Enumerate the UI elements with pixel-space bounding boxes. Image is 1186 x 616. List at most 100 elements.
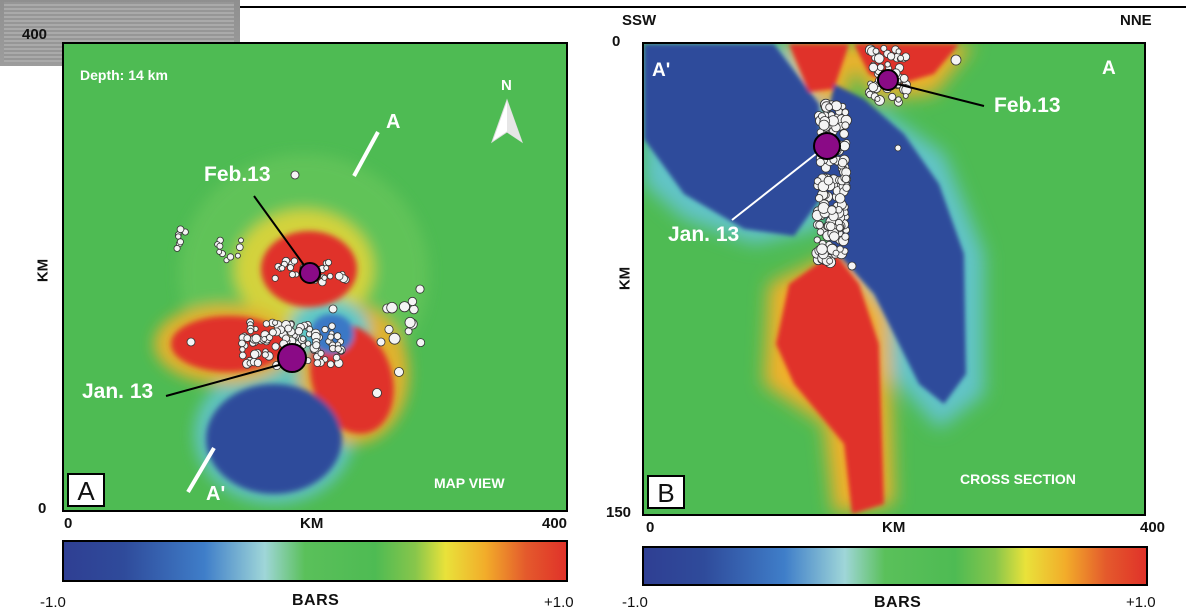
jan-leader-line (165, 361, 291, 397)
panel-b-y-axis-label: KM (616, 266, 634, 291)
legend-a-colorbar (62, 540, 568, 582)
aftershock-marker (388, 332, 401, 345)
aftershock-marker (176, 225, 185, 234)
aftershock-marker (173, 244, 181, 252)
panel-a-x-axis-label: KM (300, 515, 324, 532)
aftershock-marker (880, 45, 888, 52)
aftershock-marker (815, 194, 824, 203)
aftershock-marker (234, 252, 241, 259)
aftershock-marker (321, 274, 328, 281)
panel-b-x-right-tick: 400 (1140, 519, 1166, 536)
panel-letter-b: B (657, 478, 674, 508)
aftershock-marker (416, 338, 426, 348)
legend-a-max-label: +1.0 (544, 594, 574, 611)
aftershock-marker (243, 334, 252, 342)
aftershock-marker (830, 100, 842, 112)
panel-a-map: Depth: 14 km N A A' Feb.13 Jan. 13 MAP V… (62, 42, 568, 512)
aftershock-marker (895, 96, 902, 103)
north-label: N (501, 77, 512, 94)
aftershock-marker (290, 170, 300, 180)
panel-b-x-axis-label: KM (882, 519, 906, 536)
aftershock-marker (327, 360, 335, 368)
feb-mainshock-marker-b (877, 69, 899, 91)
aftershock-marker (888, 92, 897, 101)
aftershock-marker (327, 272, 334, 280)
aftershock-marker (176, 238, 184, 246)
aftershock-marker (874, 96, 881, 102)
aftershock-marker (826, 257, 834, 265)
feb-leader-line-b (888, 81, 985, 107)
aftershock-marker (815, 157, 825, 167)
aftershock-marker (261, 351, 269, 359)
panel-b-cross-section: A' A Feb.13 Jan. 13 CROSS SECTION B (642, 42, 1146, 516)
aftershock-marker (376, 337, 386, 347)
aftershock-marker (841, 108, 849, 116)
aftershock-marker (887, 52, 896, 61)
aftershock-marker (271, 342, 280, 351)
aftershock-marker (409, 304, 419, 315)
aftershock-marker (873, 53, 885, 64)
profile-end-a-prime: A' (206, 483, 225, 505)
aftershock-marker (216, 248, 223, 255)
header-rule (240, 6, 1186, 8)
aftershock-marker (834, 193, 846, 204)
aftershock-marker (268, 328, 277, 337)
panel-a-y-top-tick: 400 (22, 26, 48, 43)
aftershock-marker (847, 261, 857, 271)
panel-letter-box (67, 473, 105, 507)
aftershock-marker (813, 236, 821, 244)
aftershock-marker (899, 74, 909, 83)
aftershock-marker (323, 265, 330, 271)
corner-thumbnail (0, 0, 240, 66)
aftershock-marker (902, 93, 909, 99)
aftershock-marker (897, 54, 905, 62)
aftershock-marker (841, 232, 850, 241)
aftershock-marker (815, 220, 824, 230)
aftershock-marker (312, 341, 321, 350)
panel-b-right-direction: NNE (1120, 12, 1152, 29)
panel-b-y-bottom-tick: 150 (606, 504, 632, 521)
legend-a-min-label: -1.0 (40, 594, 66, 611)
aftershock-marker (407, 296, 417, 307)
aftershock-marker (333, 332, 342, 340)
aftershock-marker (386, 302, 398, 314)
aftershock-marker (868, 62, 879, 73)
aftershock-marker (271, 274, 279, 282)
panel-b-y-top-tick: 0 (612, 33, 621, 50)
aftershock-marker (818, 119, 830, 131)
aftershock-marker (825, 103, 833, 111)
aftershock-marker (247, 327, 254, 335)
aftershock-marker (415, 284, 425, 294)
panel-a-stress-field: Depth: 14 km N A A' Feb.13 Jan. 13 MAP V… (64, 44, 566, 510)
aftershock-marker (832, 249, 840, 257)
aftershock-marker (884, 61, 891, 68)
aftershock-marker (239, 346, 246, 353)
aftershock-marker (404, 316, 416, 328)
aftershock-marker (384, 324, 394, 334)
aftershock-marker (299, 335, 307, 342)
jan-mainshock-marker-b (813, 132, 841, 160)
aftershock-marker (817, 202, 830, 214)
aftershock-marker (313, 359, 322, 367)
aftershock-marker (398, 301, 410, 313)
aftershock-marker (317, 349, 325, 357)
aftershock-marker (186, 337, 196, 347)
aftershock-marker (236, 243, 244, 252)
feb-event-label-b: Feb.13 (994, 94, 1061, 117)
jan-event-label-b: Jan. 13 (668, 223, 739, 246)
depth-label: Depth: 14 km (80, 67, 168, 83)
aftershock-marker (321, 325, 329, 334)
aftershock-marker (239, 351, 247, 360)
aftershock-marker (286, 264, 294, 272)
aftershock-marker (334, 345, 342, 353)
panel-a-x-left-tick: 0 (64, 515, 73, 532)
aftershock-marker (876, 63, 885, 71)
panel-b-x-left-tick: 0 (646, 519, 655, 536)
aftershock-marker (327, 333, 335, 341)
panel-a-y-axis-label: KM (34, 258, 52, 283)
section-end-a: A (1102, 58, 1116, 79)
profile-line-a-prime (186, 446, 216, 494)
aftershock-marker (836, 223, 844, 232)
section-end-a-prime: A' (652, 60, 670, 81)
aftershock-marker (294, 327, 303, 336)
